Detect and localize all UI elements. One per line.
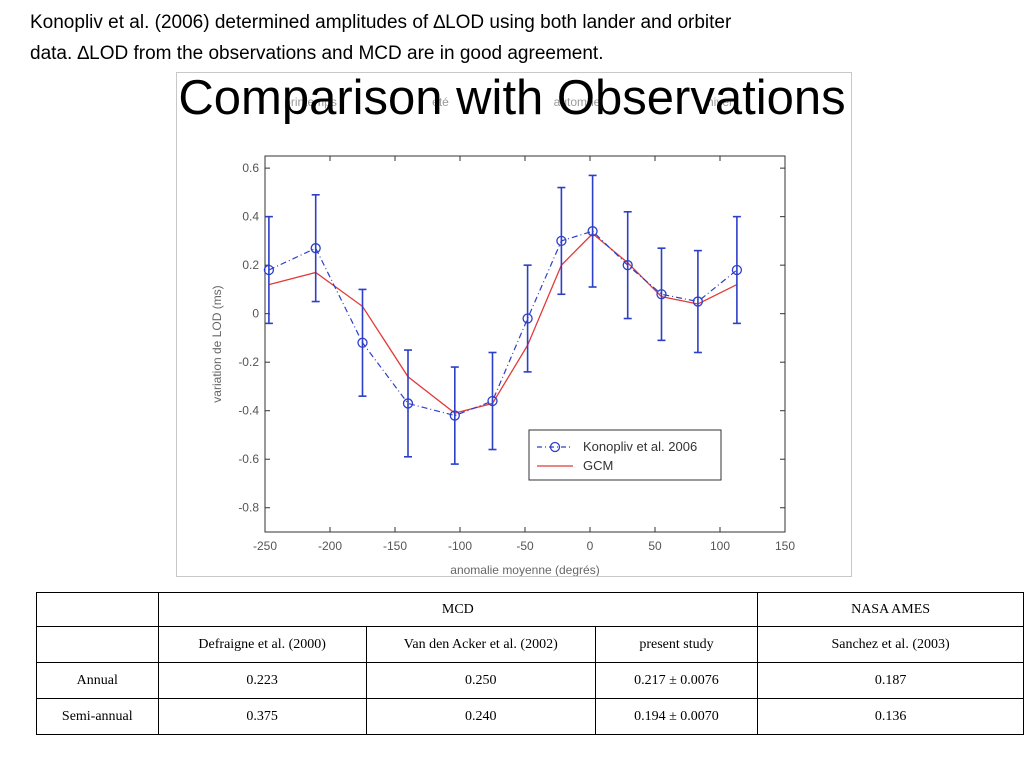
legend-box xyxy=(528,429,722,481)
x-tick-label: -100 xyxy=(448,539,472,553)
season-label: été xyxy=(432,95,449,109)
table-header-row: MCD NASA AMES xyxy=(36,592,1024,627)
table-corner-cell xyxy=(36,626,159,663)
x-tick-label: -250 xyxy=(253,539,277,553)
x-axis-label: anomalie moyenne (degrés) xyxy=(450,563,599,576)
gcm-series xyxy=(268,232,738,414)
season-labels: printemps été automne hiver xyxy=(284,95,733,109)
data-point xyxy=(692,296,704,307)
intro-line-2: data. ∆LOD from the observations and MCD… xyxy=(30,43,604,64)
table-cell: 0.136 xyxy=(757,698,1024,735)
data-point xyxy=(587,226,598,237)
table-row: Annual 0.223 0.250 0.217 ± 0.0076 0.187 xyxy=(36,662,1024,699)
table-subheader-row: Defraigne et al. (2000) Van den Acker et… xyxy=(36,626,1024,663)
data-point xyxy=(449,410,460,421)
table-cell: 0.217 ± 0.0076 xyxy=(594,662,759,699)
data-point xyxy=(656,289,667,300)
konopliv-series xyxy=(263,174,743,465)
row-label: Annual xyxy=(36,662,159,699)
column-header: present study xyxy=(594,626,759,663)
y-tick-label: -0.8 xyxy=(238,501,259,515)
y-tick-label: 0 xyxy=(252,307,259,321)
data-point xyxy=(357,337,368,348)
season-label: automne xyxy=(554,95,601,109)
y-tick-label: -0.2 xyxy=(238,355,259,369)
group-header-mcd: MCD xyxy=(157,592,759,627)
x-tick-label: -50 xyxy=(516,539,534,553)
column-header: Defraigne et al. (2000) xyxy=(157,626,367,663)
y-tick-label: 0.4 xyxy=(242,210,259,224)
data-point xyxy=(402,398,414,409)
table-cell: 0.187 xyxy=(757,662,1024,699)
axis-ticks: -250 -200 -150 -100 -50 0 50 100 150 0.6 0.4 0.2 0 -0… xyxy=(238,156,795,553)
x-tick-label: 100 xyxy=(710,539,730,553)
data-point xyxy=(310,243,321,254)
intro-text: Konopliv et al. (2006) determined amplit… xyxy=(30,7,990,69)
comparison-table: MCD NASA AMES Defraigne et al. (2000) Va… xyxy=(36,592,1024,735)
x-tick-label: 0 xyxy=(587,539,594,553)
table-row: Semi-annual 0.375 0.240 0.194 ± 0.0070 0… xyxy=(36,698,1024,735)
konopliv-line xyxy=(268,230,738,417)
season-label: printemps xyxy=(284,95,337,109)
data-point xyxy=(263,264,275,276)
x-tick-label: 150 xyxy=(775,539,795,553)
legend-label-konopliv: Konopliv et al. 2006 xyxy=(583,439,697,454)
x-tick-label: -200 xyxy=(318,539,342,553)
gcm-line xyxy=(268,232,738,414)
table-cell: 0.240 xyxy=(365,698,596,735)
group-header-nasa: NASA AMES xyxy=(757,592,1024,627)
y-tick-label: -0.6 xyxy=(238,452,259,466)
table-cell: 0.194 ± 0.0070 xyxy=(594,698,759,735)
lod-chart: printemps été automne hiver -250 -200 -150 -10… xyxy=(210,95,795,576)
table-cell: 0.223 xyxy=(157,662,367,699)
data-point xyxy=(731,264,743,276)
y-axis-label: variation de LOD (ms) xyxy=(210,285,224,402)
row-label: Semi-annual xyxy=(36,698,159,735)
legend-label-gcm: GCM xyxy=(583,458,613,473)
x-tick-label: 50 xyxy=(648,539,662,553)
table-cell: 0.375 xyxy=(157,698,367,735)
column-header: Van den Acker et al. (2002) xyxy=(365,626,596,663)
column-header: Sanchez et al. (2003) xyxy=(757,626,1024,663)
table-cell: 0.250 xyxy=(365,662,596,699)
data-point xyxy=(622,260,633,271)
chart-legend: Konopliv et al. 2006 GCM xyxy=(528,429,722,481)
y-tick-label: 0.2 xyxy=(242,258,259,272)
data-point xyxy=(556,235,567,247)
chart-figure: printemps été automne hiver -250 -200 -150 -10… xyxy=(176,72,852,577)
data-point xyxy=(487,395,498,407)
intro-line-1: Konopliv et al. (2006) determined amplit… xyxy=(30,12,732,33)
season-label: hiver xyxy=(707,95,733,109)
y-tick-label: -0.4 xyxy=(238,404,259,418)
legend-marker-konopliv xyxy=(549,441,561,453)
x-tick-label: -150 xyxy=(383,539,407,553)
data-point xyxy=(522,313,533,324)
table-corner-cell xyxy=(36,592,159,627)
y-tick-label: 0.6 xyxy=(242,161,259,175)
